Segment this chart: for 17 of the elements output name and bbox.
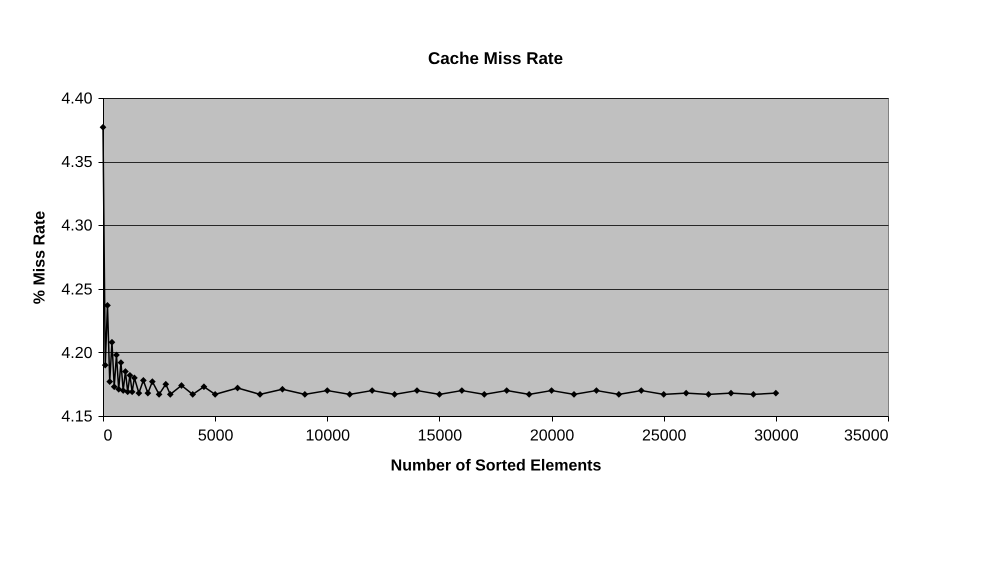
x-tick-label: 0 xyxy=(104,428,112,444)
x-tick-label: 35000 xyxy=(844,428,889,444)
y-tick-label: 4.25 xyxy=(61,281,93,298)
x-tick-label: 25000 xyxy=(642,428,687,444)
chart-title: Cache Miss Rate xyxy=(428,49,564,68)
x-axis-title: Number of Sorted Elements xyxy=(390,458,602,474)
y-tick-label: 4.15 xyxy=(61,408,93,426)
x-tick-label: 30000 xyxy=(754,428,799,444)
x-tick-label: 10000 xyxy=(306,428,350,444)
y-axis-title: % Miss Rate xyxy=(31,210,48,304)
x-tick-label: 5000 xyxy=(198,428,234,444)
x-tick-label: 20000 xyxy=(530,428,574,444)
y-tick-label: 4.40 xyxy=(61,90,93,108)
y-tick-label: 4.20 xyxy=(61,344,93,362)
x-tick-label: 15000 xyxy=(418,428,462,444)
y-tick-label: 4.35 xyxy=(61,154,93,172)
y-tick-label: 4.30 xyxy=(61,218,93,235)
